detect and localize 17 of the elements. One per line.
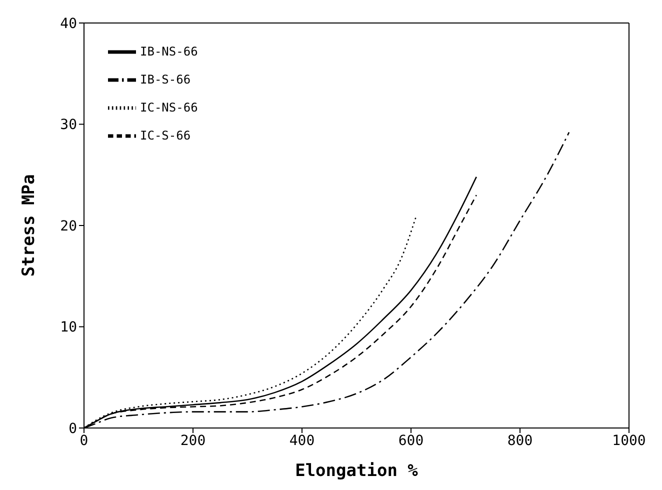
x-tick-label: 600: [398, 432, 424, 449]
legend-label: IB-NS-66: [140, 44, 198, 58]
y-tick-label: 0: [68, 420, 77, 437]
x-tick-label: 800: [507, 432, 533, 449]
x-tick-label: 200: [180, 432, 206, 449]
y-tick-label: 10: [60, 320, 77, 336]
y-axis-title: Stress MPa: [19, 174, 40, 277]
x-tick-label: 400: [289, 432, 315, 449]
y-tick-label: 20: [60, 218, 77, 234]
x-tick-label: 1000: [612, 432, 646, 449]
legend-label: IB-S-66: [140, 72, 191, 86]
legend-label: IC-NS-66: [140, 100, 198, 114]
x-axis-title: Elongation %: [295, 461, 419, 481]
x-tick-label: 0: [80, 432, 88, 449]
y-tick-label: 40: [60, 16, 77, 32]
legend-label: IC-S-66: [140, 128, 191, 142]
y-tick-label: 30: [60, 117, 77, 134]
